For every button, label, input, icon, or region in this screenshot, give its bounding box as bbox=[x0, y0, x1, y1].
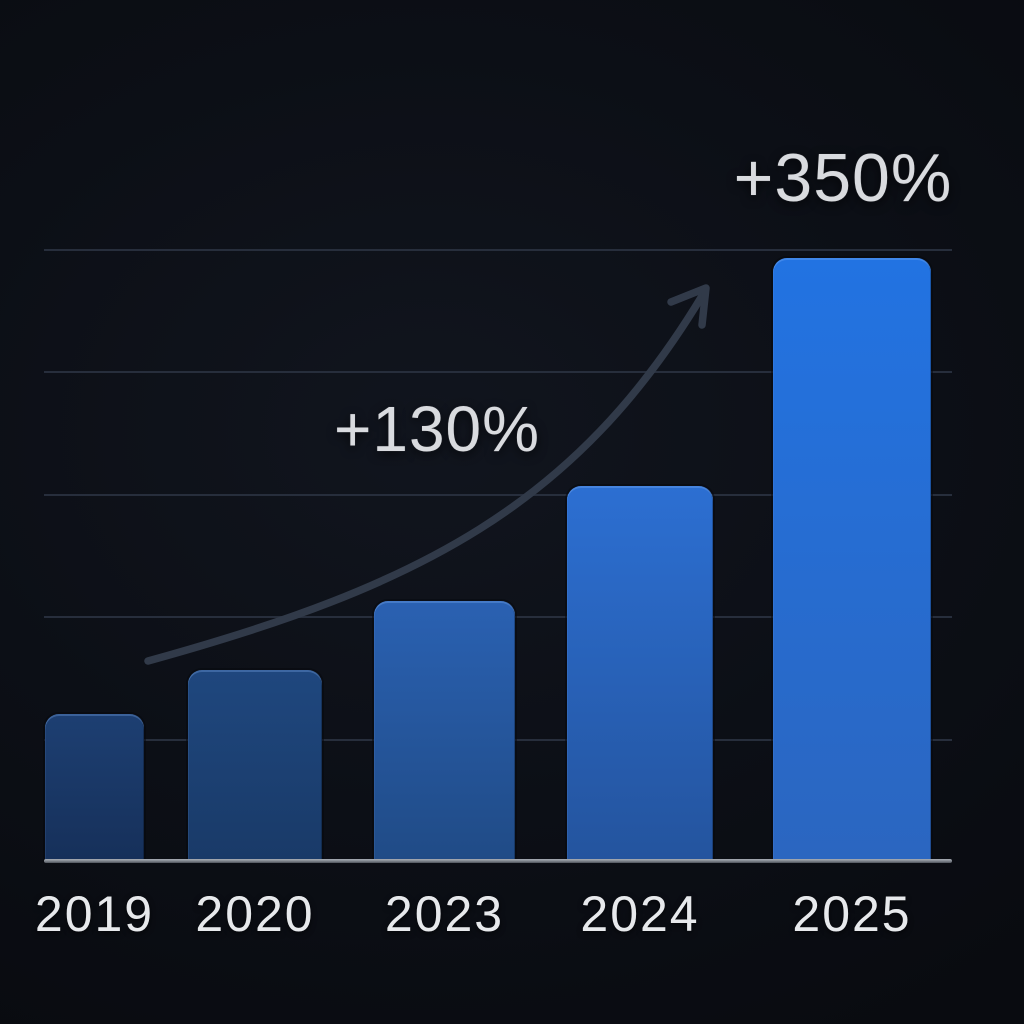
gridline bbox=[44, 371, 952, 373]
bar-2024 bbox=[567, 486, 713, 861]
x-axis-line bbox=[44, 859, 952, 863]
gridline bbox=[44, 494, 952, 496]
x-tick-label-2020: 2020 bbox=[195, 886, 315, 942]
bar-2019 bbox=[45, 714, 144, 861]
bar-2025 bbox=[773, 258, 931, 861]
x-tick-label-2023: 2023 bbox=[384, 886, 505, 942]
gridline bbox=[44, 249, 952, 251]
bar-2023 bbox=[374, 601, 515, 861]
annotation-plus-350-percent: +350% bbox=[733, 140, 953, 216]
growth-arrow-shaft bbox=[144, 292, 706, 665]
growth-arrow-head bbox=[667, 284, 710, 329]
x-tick-label-2025: 2025 bbox=[792, 886, 912, 942]
annotation-plus-130-percent: +130% bbox=[333, 393, 541, 465]
x-tick-label-2019: 2019 bbox=[34, 886, 155, 942]
bar-2020 bbox=[188, 670, 322, 861]
x-tick-label-2024: 2024 bbox=[580, 886, 700, 942]
